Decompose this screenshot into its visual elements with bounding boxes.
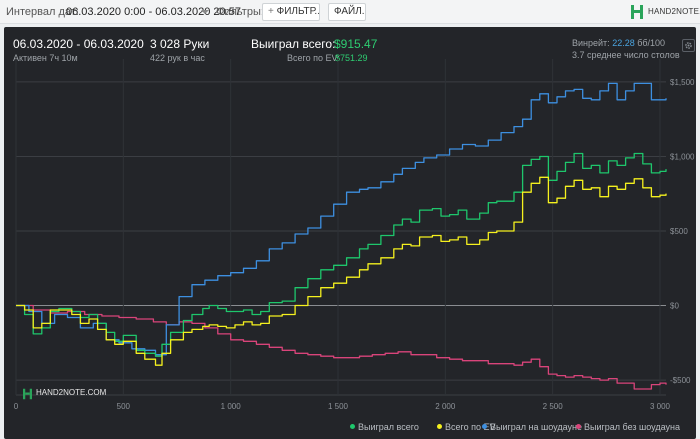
series-line-3 bbox=[16, 304, 667, 390]
x-tick-label: 3 000 bbox=[650, 402, 671, 411]
watermark-text: HAND2NOTE.COM bbox=[36, 388, 107, 397]
won-total-value: $915.47 bbox=[334, 37, 378, 51]
legend-dot bbox=[576, 424, 581, 430]
date-range-select[interactable]: 06.03.2020 0:00 - 06.03.2020 20:57 bbox=[66, 6, 241, 18]
logo-text: HAND2NOTE.COM bbox=[648, 7, 700, 16]
y-tick-label: $500 bbox=[670, 227, 688, 236]
ev-total-label: Всего по EV: bbox=[287, 53, 340, 63]
legend-label: Выиграл без шоудауна bbox=[584, 422, 680, 432]
legend-dot bbox=[437, 424, 442, 430]
y-tick-label: $0 bbox=[670, 302, 679, 311]
toolbar: Интервал дат: 06.03.2020 0:00 - 06.03.20… bbox=[0, 0, 700, 24]
winrate: Винрейт: 22.28 бб/100 bbox=[572, 38, 665, 48]
y-tick-label: -$500 bbox=[670, 376, 691, 385]
y-tick-label: $1,000 bbox=[670, 152, 695, 161]
winrate-value: 22.28 bbox=[612, 38, 635, 48]
watermark-logo-icon bbox=[23, 388, 32, 400]
hands-count: 3 028 Руки bbox=[150, 37, 210, 51]
series-line-1 bbox=[16, 176, 667, 366]
x-tick-label: 2 000 bbox=[435, 402, 456, 411]
file-button[interactable]: ФАЙЛ... bbox=[328, 3, 366, 21]
legend-label: Всего по EV bbox=[445, 422, 496, 432]
winrate-unit: бб/100 bbox=[637, 38, 666, 48]
legend-item-won-total[interactable]: Выиграл всего bbox=[350, 422, 419, 432]
legend-item-ev[interactable]: Всего по EV bbox=[437, 422, 495, 432]
x-tick-label: 1 500 bbox=[328, 402, 349, 411]
legend-item-showdown[interactable]: Выиграл на шоудауне bbox=[482, 422, 582, 432]
y-axis: -$500 $0 $500 $1,000 $1,500 bbox=[670, 78, 695, 385]
legend-dot bbox=[350, 424, 355, 430]
x-tick-label: 2 500 bbox=[543, 402, 564, 411]
x-axis: 0 500 1 000 1 500 2 000 2 500 3 000 bbox=[14, 402, 671, 411]
chart-grid bbox=[15, 59, 666, 396]
active-time: Активен 7ч 10м bbox=[13, 53, 78, 63]
settings-button[interactable] bbox=[682, 39, 695, 52]
series-line-0 bbox=[16, 152, 667, 357]
hands-per-hour: 422 рук в час bbox=[150, 53, 205, 63]
watermark: HAND2NOTE.COM bbox=[22, 387, 106, 401]
legend-item-non-showdown[interactable]: Выиграл без шоудауна bbox=[576, 422, 680, 432]
filter-button-label: ФИЛЬТР... bbox=[276, 6, 320, 17]
winrate-label: Винрейт: bbox=[572, 38, 610, 48]
ev-total-value: $751.29 bbox=[335, 53, 368, 63]
gear-icon bbox=[685, 42, 692, 49]
series-line-2 bbox=[16, 82, 667, 356]
avg-tables: 3.7 среднее число столов bbox=[572, 50, 680, 60]
y-tick-label: $1,500 bbox=[670, 78, 695, 87]
file-button-label: ФАЙЛ... bbox=[334, 6, 365, 17]
stats-panel: 06.03.2020 - 06.03.2020 Активен 7ч 10м 3… bbox=[4, 27, 696, 439]
filter-button[interactable]: + ФИЛЬТР... bbox=[262, 3, 320, 21]
plus-icon: + bbox=[268, 6, 277, 17]
interval-label: Интервал дат: bbox=[6, 6, 79, 18]
x-tick-label: 500 bbox=[117, 402, 131, 411]
session-dates: 06.03.2020 - 06.03.2020 bbox=[13, 37, 144, 51]
profit-chart: -$500 $0 $500 $1,000 $1,500 0 500 1 000 1 500 2 … bbox=[14, 59, 695, 411]
legend-label: Выиграл на шоудауне bbox=[490, 422, 582, 432]
x-tick-label: 1 000 bbox=[221, 402, 242, 411]
logo-icon bbox=[631, 5, 643, 19]
x-tick-label: 0 bbox=[14, 402, 19, 411]
chevron-down-icon[interactable] bbox=[201, 10, 209, 14]
legend-label: Выиграл всего bbox=[358, 422, 419, 432]
logo: HAND2NOTE.COM bbox=[630, 4, 700, 20]
legend-dot bbox=[482, 424, 487, 430]
won-total-label: Выиграл всего: bbox=[251, 37, 336, 51]
filters-label: Фильтры: bbox=[216, 6, 264, 18]
chart-series bbox=[16, 82, 667, 390]
